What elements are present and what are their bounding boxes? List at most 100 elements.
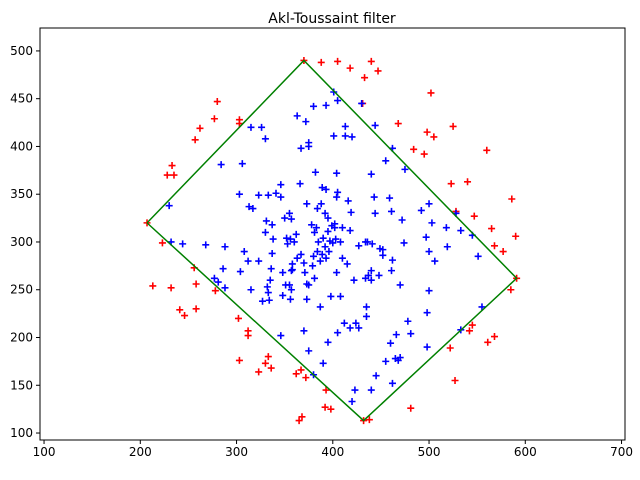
point [358, 99, 366, 107]
point [322, 386, 330, 394]
point [266, 276, 274, 284]
point [264, 289, 272, 297]
point [234, 314, 242, 322]
point [484, 338, 492, 346]
point [210, 115, 218, 123]
point [512, 232, 520, 240]
point [499, 248, 507, 256]
point [372, 372, 380, 380]
point [309, 262, 317, 270]
point [287, 286, 295, 294]
point [488, 225, 496, 233]
point [334, 329, 342, 337]
point [365, 416, 373, 424]
point [302, 374, 310, 382]
point [367, 276, 375, 284]
point [490, 333, 498, 341]
point [284, 240, 292, 248]
point [474, 252, 482, 260]
point [468, 321, 476, 329]
point [149, 282, 157, 290]
point [382, 357, 390, 365]
point [179, 240, 187, 248]
point [202, 241, 210, 249]
point [167, 284, 175, 292]
point [213, 98, 221, 106]
point [259, 297, 267, 305]
x-tick-label: 300 [225, 445, 248, 459]
point [191, 136, 199, 144]
x-tick-label: 700 [610, 445, 633, 459]
point [268, 249, 276, 257]
point [235, 356, 243, 364]
point [465, 327, 473, 335]
x-tick-label: 600 [514, 445, 537, 459]
point [338, 224, 346, 232]
point [375, 271, 383, 279]
point [387, 339, 395, 347]
point [388, 256, 396, 264]
point [279, 291, 287, 299]
point [347, 208, 355, 216]
point [327, 292, 335, 300]
point [470, 212, 478, 220]
point [290, 238, 298, 246]
point [322, 101, 330, 109]
point [332, 235, 340, 243]
point [236, 268, 244, 276]
point [336, 292, 344, 300]
point [219, 265, 227, 273]
point [244, 257, 252, 265]
point [210, 274, 218, 282]
point [168, 162, 176, 170]
point [286, 235, 294, 243]
point [324, 214, 332, 222]
point [249, 205, 257, 213]
point [319, 234, 327, 242]
point [318, 250, 326, 258]
point [196, 124, 204, 132]
point [394, 120, 402, 128]
point [396, 281, 404, 289]
point [351, 386, 359, 394]
point [407, 404, 415, 412]
point [163, 171, 171, 179]
point [277, 181, 285, 189]
y-tick-label: 500 [10, 44, 33, 58]
point [261, 359, 269, 367]
point [181, 312, 189, 320]
point [297, 250, 305, 258]
point [297, 366, 305, 374]
point [317, 58, 325, 66]
y-tick-label: 350 [10, 187, 33, 201]
point [327, 405, 335, 413]
point [382, 157, 390, 165]
point [314, 238, 322, 246]
point [451, 376, 459, 384]
point [192, 280, 200, 288]
point [170, 171, 178, 179]
point [293, 254, 301, 262]
point [367, 170, 375, 178]
point [283, 234, 291, 242]
point [371, 121, 379, 129]
point [428, 219, 436, 227]
point [235, 190, 243, 198]
point [425, 200, 433, 208]
point [367, 386, 375, 394]
point [348, 133, 356, 141]
point [352, 319, 360, 327]
point [255, 257, 263, 265]
point [322, 185, 330, 193]
point [313, 248, 321, 256]
point [297, 144, 305, 152]
point [311, 168, 319, 176]
point [367, 57, 375, 65]
point [310, 252, 318, 260]
point [268, 221, 276, 229]
point [263, 283, 271, 291]
point [407, 330, 415, 338]
point [240, 248, 248, 256]
point [430, 133, 438, 141]
